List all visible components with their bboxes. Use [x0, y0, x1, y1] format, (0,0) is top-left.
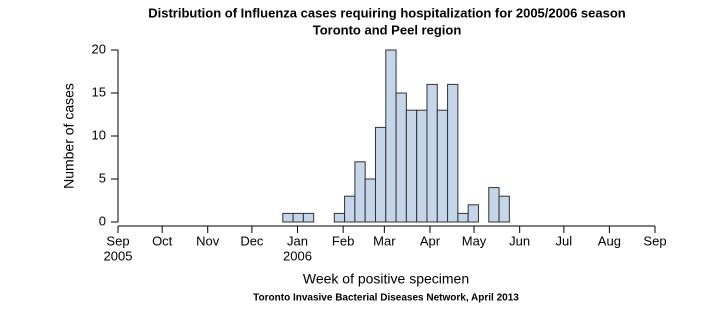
chart-title: Distribution of Influenza cases requirin…: [148, 5, 626, 20]
x-tick-label: Sep: [106, 233, 129, 248]
y-tick-label: 10: [92, 127, 106, 142]
x-tick-label: May: [462, 233, 487, 248]
y-axis-label: Number of cases: [61, 83, 77, 189]
source-note: Toronto Invasive Bacterial Diseases Netw…: [253, 293, 519, 304]
x-year-label: 2006: [283, 248, 312, 263]
bar: [333, 212, 346, 223]
x-tick-label: Feb: [332, 233, 354, 248]
x-tick-label: Apr: [420, 233, 441, 248]
bar: [344, 195, 356, 223]
bar: [416, 109, 428, 223]
bar: [395, 92, 407, 223]
bar: [282, 212, 294, 223]
x-tick-label: Jan: [287, 233, 308, 248]
chart-subtitle: Toronto and Peel region: [313, 22, 462, 37]
y-tick-label: 20: [92, 41, 106, 56]
x-tick-label: Mar: [373, 233, 396, 248]
x-tick-label: Sep: [643, 233, 666, 248]
bar: [488, 187, 500, 223]
x-year-label: 2005: [104, 248, 133, 263]
y-tick-label: 5: [99, 170, 106, 185]
x-tick-label: Oct: [152, 233, 173, 248]
bar: [364, 178, 376, 223]
bar: [467, 204, 479, 223]
bar: [447, 83, 459, 223]
y-tick-label: 0: [99, 213, 106, 228]
x-tick-label: Jun: [509, 233, 530, 248]
bar: [426, 83, 438, 223]
bar: [374, 126, 387, 223]
x-tick-label: Nov: [196, 233, 220, 248]
bar: [498, 195, 510, 223]
bar: [292, 212, 304, 223]
x-axis-label: Week of positive specimen: [303, 271, 469, 287]
x-tick-label: Aug: [598, 233, 621, 248]
bar: [385, 49, 397, 223]
bar: [354, 161, 366, 223]
x-tick-label: Dec: [240, 233, 264, 248]
bar: [457, 212, 469, 223]
bar: [302, 212, 315, 223]
x-tick-label: Jul: [556, 233, 573, 248]
y-tick-label: 15: [92, 84, 106, 99]
bar: [436, 109, 449, 223]
bar: [405, 109, 418, 223]
